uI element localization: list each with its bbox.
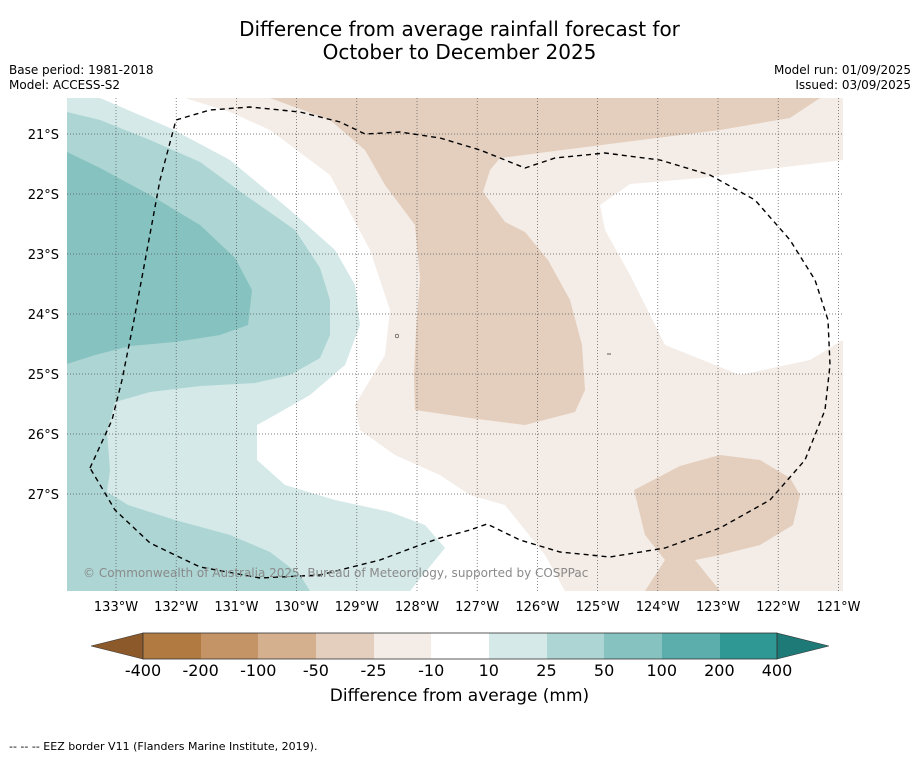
latitude-label: 26°S [28,428,59,443]
latitude-labels: 21°S 22°S 23°S 24°S 25°S 26°S 27°S [28,128,59,503]
colorbar-tick-label: -25 [360,661,386,680]
latitude-label: 25°S [28,368,59,383]
colorbar-arrow-high [776,632,830,660]
colorbar-swatch-p200 [720,633,777,659]
colorbar-tick-label: -10 [418,661,444,680]
colorbar-tick-label: 100 [646,661,677,680]
colorbar-tick-label: -50 [303,661,329,680]
longitude-label: 129°W [335,600,379,615]
colorbar-tick-label: 25 [536,661,556,680]
meta-left: Base period: 1981-2018 Model: ACCESS-S2 [9,63,154,93]
longitude-label: 130°W [275,600,319,615]
longitude-gridlines [115,98,839,591]
map-title: Difference from average rainfall forecas… [0,18,919,64]
colorbar-tick-label: 400 [762,661,793,680]
wet-region-strong [67,152,252,364]
contour-fields [67,98,843,591]
contour-artifact [394,333,400,339]
colorbar-tick-label: 200 [704,661,735,680]
colorbar-frame [142,632,778,660]
colorbar-tick-label: -100 [240,661,276,680]
longitude-label: 127°W [455,600,499,615]
title-line-1: Difference from average rainfall forecas… [239,17,680,41]
dry-region-central [270,98,820,425]
colorbar-swatch-p50 [604,633,662,659]
model-name: Model: ACCESS-S2 [9,78,121,92]
longitude-label: 128°W [395,600,439,615]
colorbar-swatch-m10 [374,633,431,659]
longitude-label: 122°W [756,600,800,615]
colorbar-tick-label: -200 [182,661,218,680]
latitude-gridlines [67,133,843,495]
colorbar-swatch-m200 [143,633,201,659]
colorbar-swatch-m50 [258,633,316,659]
colorbar: -400 -200 -100 -50 -25 -10 10 25 50 100 200 400 [90,632,830,680]
colorbar-tick-label: 10 [479,661,499,680]
colorbar-unit-label: Difference from average (mm) [329,686,590,706]
colorbar-tick-labels: -400 -200 -100 -50 -25 -10 10 25 50 100 200 400 [125,661,792,680]
colorbar-swatch-p25 [547,633,604,659]
latitude-label: 21°S [28,128,59,143]
title-line-2: October to December 2025 [322,40,597,64]
copyright-notice: © Commonwealth of Australia 2025, Bureau… [83,566,588,580]
colorbar-swatch-p100 [662,633,720,659]
colorbar-arrow-low [90,632,144,660]
longitude-label: 131°W [214,600,258,615]
colorbar-swatch-neutral [431,633,489,659]
latitude-label: 27°S [28,488,59,503]
longitude-label: 123°W [696,600,740,615]
longitude-label: 124°W [636,600,680,615]
latitude-label: 22°S [28,188,59,203]
colorbar-swatch-p10 [489,633,547,659]
base-period: Base period: 1981-2018 [9,63,154,77]
colorbar-swatch-m100 [201,633,258,659]
longitude-label: 133°W [94,600,138,615]
latitude-label: 23°S [28,248,59,263]
eez-border [89,106,831,579]
colorbar-swatch-m25 [316,633,374,659]
longitude-label: 125°W [576,600,620,615]
longitude-label: 132°W [154,600,198,615]
issued-date: Issued: 03/09/2025 [795,78,911,92]
dry-region-southeast [634,455,800,591]
longitude-label: 121°W [816,600,860,615]
longitude-labels: 133°W 132°W 131°W 130°W 129°W 128°W 127°W 126°W… [94,600,861,615]
colorbar-tick-label: -400 [125,661,161,680]
meta-right: Model run: 01/09/2025 Issued: 03/09/2025 [774,63,911,93]
model-run: Model run: 01/09/2025 [773,63,911,77]
longitude-label: 126°W [515,600,559,615]
eez-footnote: -- -- -- EEZ border V11 (Flanders Marine… [9,740,318,753]
latitude-label: 24°S [28,308,59,323]
colorbar-tick-label: 50 [594,661,614,680]
